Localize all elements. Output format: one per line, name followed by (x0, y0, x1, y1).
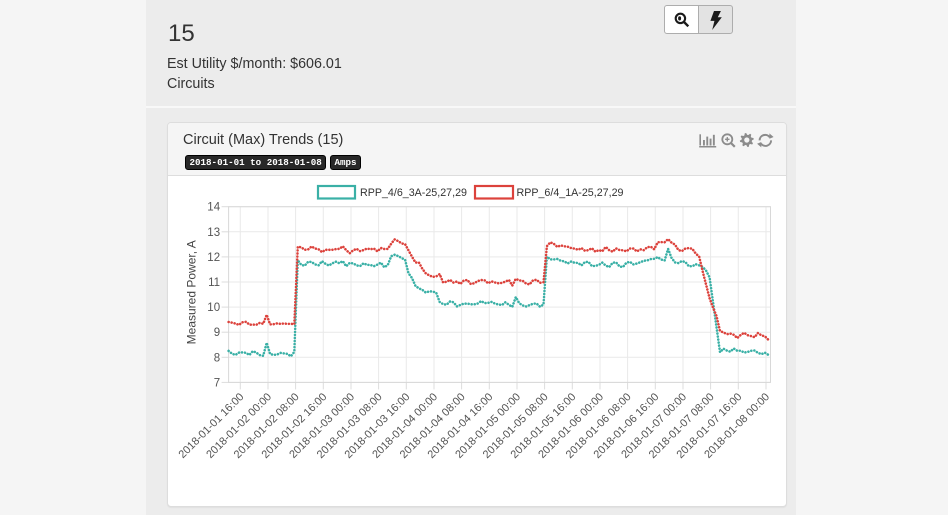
svg-text:Measured Power, A: Measured Power, A (185, 240, 199, 344)
svg-text:8: 8 (214, 352, 220, 364)
svg-text:11: 11 (208, 277, 220, 289)
svg-text:13: 13 (207, 227, 220, 239)
svg-text:RPP_4/6_3A-25,27,29: RPP_4/6_3A-25,27,29 (360, 187, 467, 199)
svg-text:12: 12 (207, 252, 220, 264)
svg-text:14: 14 (207, 202, 220, 214)
svg-text:10: 10 (207, 302, 220, 314)
svg-text:9: 9 (214, 327, 220, 339)
svg-text:7: 7 (214, 377, 220, 389)
svg-text:RPP_6/4_1A-25,27,29: RPP_6/4_1A-25,27,29 (517, 187, 624, 199)
